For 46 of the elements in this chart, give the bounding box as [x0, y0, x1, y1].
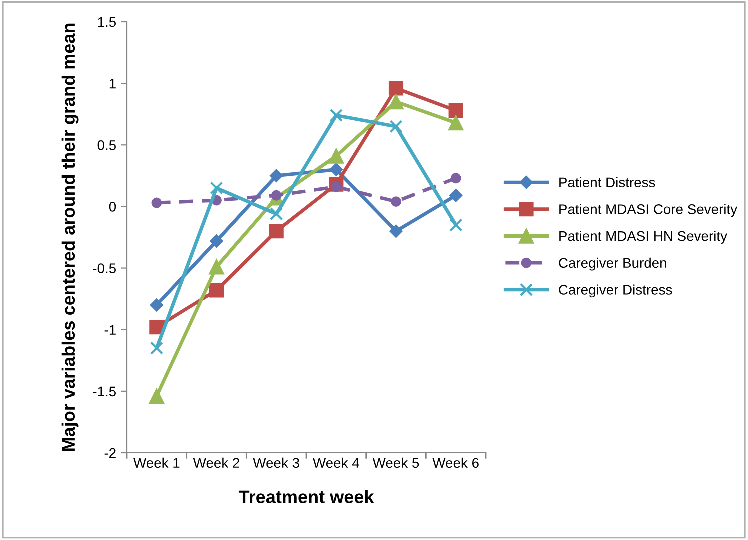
point	[210, 234, 224, 248]
point	[448, 103, 464, 118]
point	[150, 320, 164, 335]
y-tick-label: 1	[110, 79, 116, 89]
point	[449, 218, 463, 232]
point	[449, 189, 463, 202]
legend-label: Caregiver Distress	[559, 284, 672, 298]
point	[210, 182, 224, 195]
point	[269, 224, 284, 239]
point	[450, 173, 462, 184]
point	[390, 120, 403, 134]
point	[150, 298, 164, 312]
x-axis-title: Treatment week	[238, 490, 374, 504]
y-tick-label: -1	[104, 325, 116, 335]
legend-label: Patient Distress	[560, 177, 656, 188]
x-tick-label: Week 3	[253, 458, 300, 468]
point	[390, 224, 403, 238]
point	[209, 283, 224, 298]
x-tick-label: Week 6	[432, 458, 479, 468]
y-tick-label: -0.5	[93, 264, 116, 274]
point	[330, 163, 344, 176]
x-tick-label: Week 4	[313, 458, 360, 468]
x-tick-label: Week 2	[193, 458, 240, 468]
point	[270, 208, 284, 221]
point	[448, 115, 464, 131]
y-tick-label: -1.5	[93, 386, 116, 397]
legend-label: Patient MDASI HN Severity	[560, 231, 728, 244]
y-axis-title: Major variables centered around their grand mean	[62, 24, 79, 451]
point	[391, 196, 402, 207]
y-tick-label: 1.5	[98, 17, 116, 28]
y-tick-label: 0	[109, 202, 116, 212]
legend-label: Caregiver Burden	[559, 258, 666, 271]
y-tick-label: 0.5	[98, 140, 116, 150]
point	[152, 198, 162, 208]
point	[149, 388, 165, 404]
point	[328, 148, 344, 164]
point	[388, 81, 404, 96]
point	[270, 169, 284, 183]
x-tick-label: Week 1	[134, 458, 180, 468]
point	[150, 342, 164, 355]
y-tick-label: -2	[104, 448, 116, 458]
point	[330, 108, 344, 122]
point	[388, 94, 404, 110]
point	[209, 259, 224, 275]
legend-label: Patient MDASI Core Severity	[560, 204, 738, 218]
x-tick-label: Week 5	[372, 458, 420, 468]
